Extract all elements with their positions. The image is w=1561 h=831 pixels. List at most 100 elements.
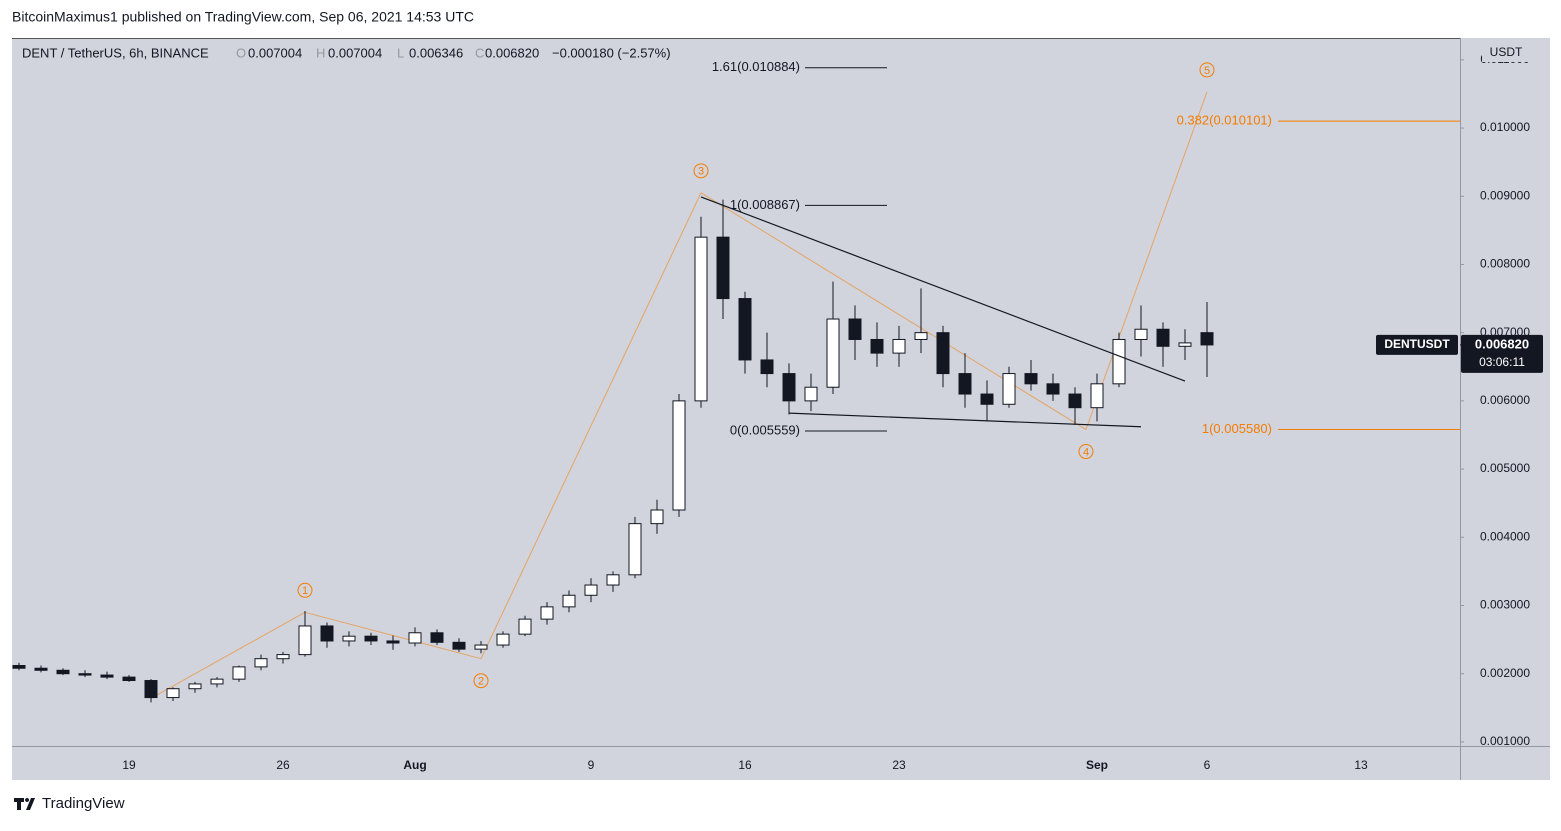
candle-body [166,688,180,699]
legend-symbol: DENT / TetherUS, 6h, BINANCE [22,45,209,60]
y-axis-label-bg [1482,44,1530,62]
candle-body [452,641,466,650]
candle-body [672,400,686,511]
candle-body [276,654,290,660]
candle-body [1090,383,1104,409]
fib-label: 1.61(0.010884) [712,59,800,74]
candle-body [760,359,774,375]
wave-marker [297,582,313,598]
candle-body [518,618,532,635]
candle-body [1200,332,1214,346]
candle-body [144,680,158,699]
wave-line [150,611,306,699]
candle-body [958,373,972,395]
candle-body [1002,373,1016,405]
legend-c: C [475,45,484,60]
candle-body [848,318,862,340]
chart-bg [12,38,1550,780]
wave-label: 3 [698,166,704,178]
candle-body [914,332,928,340]
candle-body [210,678,224,685]
candle-body [342,635,356,642]
candle-body [826,318,840,388]
publisher: BitcoinMaximus1 published on TradingView… [12,9,474,25]
trendline [788,412,1142,428]
wave-line [700,192,1087,430]
candle-body [254,658,268,668]
candle-body [892,338,906,354]
price-tag [1461,334,1543,373]
candle-body [232,666,246,680]
candle-body [804,386,818,402]
candle-body [320,625,334,642]
fib-label: 1(0.008867) [730,197,800,212]
symbol-tag [1376,334,1458,355]
wave-marker [473,673,489,689]
candle-body [100,674,114,678]
fib-label: 0(0.005559) [730,422,800,437]
candle-body [782,373,796,402]
y-tick-label: 0.001000 [1480,734,1530,748]
candle-body [188,683,202,690]
candle-body [606,574,620,586]
candle-body [1024,373,1038,385]
y-tick-label: 0.003000 [1480,598,1530,612]
candle-body [408,632,422,644]
candle-body [56,669,70,675]
wave-line [1085,91,1208,430]
wave-label: 4 [1083,446,1089,458]
y-tick-label: 0.010000 [1480,120,1530,134]
countdown: 03:06:11 [1479,355,1525,369]
x-tick-label: 23 [892,758,906,772]
legend-o: O [236,45,246,60]
candle-body [738,298,752,361]
x-tick-label: 26 [276,758,290,772]
wave-marker [1199,62,1215,78]
candle-body [364,635,378,642]
legend-high: 0.007004 [328,45,382,60]
y-tick-label: 0.005000 [1480,461,1530,475]
legend-h: H [316,45,325,60]
wave-label: 5 [1204,65,1210,77]
trendline [700,196,1186,382]
plot: 1.61(0.010884) 1(0.008867) 0(0.005559) 0.38… [12,59,1460,703]
legend-change: −0.000180 (−2.57%) [552,45,671,60]
candle-body [474,644,488,650]
symbol-tag-text: DENTUSDT [1384,337,1450,351]
candle-body [496,633,510,646]
legend-l: L [397,45,404,60]
candle-body [1178,342,1192,347]
price-tag-text: 0.006820 [1475,336,1529,351]
candle-body [1046,383,1060,395]
legend-open: 0.007004 [248,45,302,60]
x-tick-label: 6 [1204,758,1211,772]
candle-body [386,640,400,644]
y-tick-label: 0.002000 [1480,666,1530,680]
x-tick-label: 9 [588,758,595,772]
wave-marker [1078,444,1094,460]
y-tick-label: 0.004000 [1480,529,1530,543]
candle-body [34,667,48,671]
candle-body [716,236,730,300]
y-tick-label: 0.009000 [1480,188,1530,202]
fib-label: 0.382(0.010101) [1177,113,1272,128]
footer-logo: TradingView [14,795,125,812]
candle-body [562,594,576,608]
footer-brand: TradingView [42,795,125,812]
candle-body [980,393,994,405]
legend-close: 0.006820 [485,45,539,60]
y-tick-label: 0.006000 [1480,393,1530,407]
candle-body [650,509,664,525]
candle-body [1134,328,1148,340]
candle-body [1156,328,1170,347]
x-tick-label: 19 [122,758,136,772]
candle-body [628,523,642,576]
y-tick-label: 0.008000 [1480,257,1530,271]
x-tick-label: 16 [738,758,752,772]
wave-line [480,192,702,659]
y-axis-label: USDT [1490,45,1523,59]
candle-body [540,606,554,620]
candle-body [584,584,598,596]
